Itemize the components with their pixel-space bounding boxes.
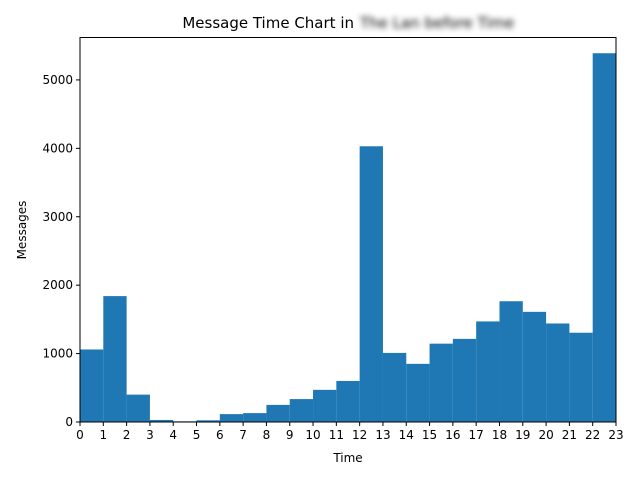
x-tick-label: 18 bbox=[492, 428, 507, 442]
x-tick-label: 5 bbox=[193, 428, 201, 442]
x-tick-label: 7 bbox=[239, 428, 247, 442]
x-tick-label: 16 bbox=[445, 428, 460, 442]
y-tick-label: 3000 bbox=[42, 210, 73, 224]
x-tick-label: 0 bbox=[76, 428, 84, 442]
x-tick-label: 4 bbox=[169, 428, 177, 442]
x-tick-label: 21 bbox=[562, 428, 577, 442]
bar-hour-19 bbox=[522, 311, 547, 422]
x-tick-label: 22 bbox=[585, 428, 600, 442]
bar-hour-20 bbox=[546, 323, 570, 422]
y-tick-label: 2000 bbox=[42, 278, 73, 292]
x-tick-label: 6 bbox=[216, 428, 224, 442]
bar-hour-3 bbox=[149, 419, 174, 422]
x-tick-label: 11 bbox=[329, 428, 344, 442]
x-tick-label: 23 bbox=[608, 428, 623, 442]
x-tick-label: 1 bbox=[99, 428, 107, 442]
x-tick-label: 2 bbox=[123, 428, 131, 442]
bar-hour-7 bbox=[243, 413, 267, 422]
x-tick-label: 15 bbox=[422, 428, 437, 442]
bars bbox=[80, 53, 616, 422]
chart-title: Message Time Chart in The Lan before Tim… bbox=[182, 14, 514, 32]
bar-hour-8 bbox=[266, 404, 290, 422]
bar-hour-15 bbox=[429, 343, 453, 422]
x-axis-label: Time bbox=[332, 451, 362, 465]
bar-hour-18 bbox=[499, 301, 523, 422]
bar-hour-16 bbox=[452, 338, 477, 422]
bar-hour-0 bbox=[80, 349, 104, 422]
x-tick-label: 20 bbox=[538, 428, 553, 442]
bar-hour-12 bbox=[359, 146, 383, 422]
bar-hour-1 bbox=[103, 296, 127, 422]
y-axis-ticks: 0 1000 2000 3000 4000 5000 bbox=[42, 73, 80, 429]
bar-hour-9 bbox=[289, 399, 314, 422]
x-tick-label: 8 bbox=[263, 428, 271, 442]
bar-hour-5 bbox=[196, 420, 220, 422]
y-tick-label: 0 bbox=[65, 415, 73, 429]
x-tick-label: 10 bbox=[305, 428, 320, 442]
chart-title-text: Message Time Chart in bbox=[182, 14, 354, 32]
y-tick-label: 1000 bbox=[42, 347, 73, 361]
bar-hour-13 bbox=[382, 352, 407, 422]
x-axis-ticks: 0 1 2 3 4 5 6 7 8 9 10 11 12 13 14 15 16 17 18 19 20 21 22 23 bbox=[76, 422, 624, 442]
y-tick-label: 5000 bbox=[42, 73, 73, 87]
x-tick-label: 3 bbox=[146, 428, 154, 442]
chart-title-redacted: The Lan before Time bbox=[359, 14, 514, 32]
bar-hour-2 bbox=[126, 394, 150, 422]
bar-hour-22 bbox=[592, 53, 616, 422]
bar-hour-21 bbox=[569, 332, 593, 422]
x-tick-label: 14 bbox=[399, 428, 414, 442]
x-tick-label: 17 bbox=[469, 428, 484, 442]
bar-hour-14 bbox=[406, 363, 430, 422]
x-tick-label: 12 bbox=[352, 428, 367, 442]
x-tick-label: 13 bbox=[375, 428, 390, 442]
bar-hour-11 bbox=[336, 380, 360, 422]
y-axis-label: Messages bbox=[15, 201, 29, 260]
x-tick-label: 9 bbox=[286, 428, 294, 442]
bar-hour-6 bbox=[219, 414, 244, 422]
x-tick-label: 19 bbox=[515, 428, 530, 442]
bar-hour-10 bbox=[313, 389, 337, 422]
plot-frame bbox=[79, 37, 617, 423]
y-tick-label: 4000 bbox=[42, 141, 73, 155]
bar-hour-17 bbox=[476, 321, 500, 422]
